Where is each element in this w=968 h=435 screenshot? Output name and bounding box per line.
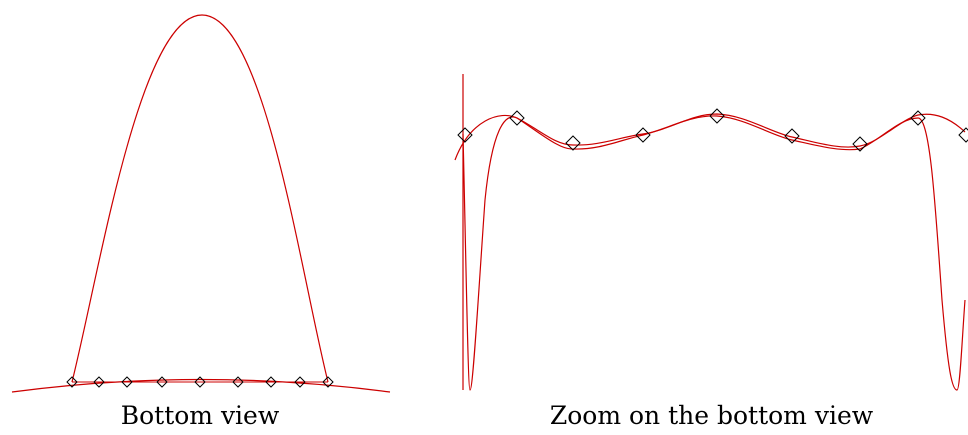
node-marker — [709, 108, 725, 124]
node-marker — [322, 376, 334, 388]
node-marker — [93, 376, 105, 388]
node-marker — [294, 376, 306, 388]
zoom-view-caption: Zoom on the bottom view — [549, 401, 874, 430]
smooth-curve — [454, 113, 966, 161]
oscillating-curve — [462, 115, 966, 391]
node-marker — [265, 376, 277, 388]
node-marker — [156, 376, 168, 388]
node-marker — [958, 127, 968, 143]
node-marker — [509, 110, 525, 126]
zoom-view-panel — [454, 74, 968, 391]
arch-curve — [71, 14, 329, 383]
node-marker — [66, 376, 78, 388]
bottom-view-caption: Bottom view — [120, 401, 280, 430]
node-marker — [852, 136, 868, 152]
node-markers — [457, 108, 968, 152]
node-marker — [635, 127, 651, 143]
node-markers — [66, 376, 334, 388]
node-marker — [784, 128, 800, 144]
node-marker — [232, 376, 244, 388]
bottom-view-panel — [11, 14, 391, 393]
node-marker — [121, 376, 133, 388]
node-marker — [194, 376, 206, 388]
node-marker — [457, 127, 473, 143]
baseline-curve — [11, 378, 391, 393]
node-marker — [565, 135, 581, 151]
node-marker — [910, 110, 926, 126]
